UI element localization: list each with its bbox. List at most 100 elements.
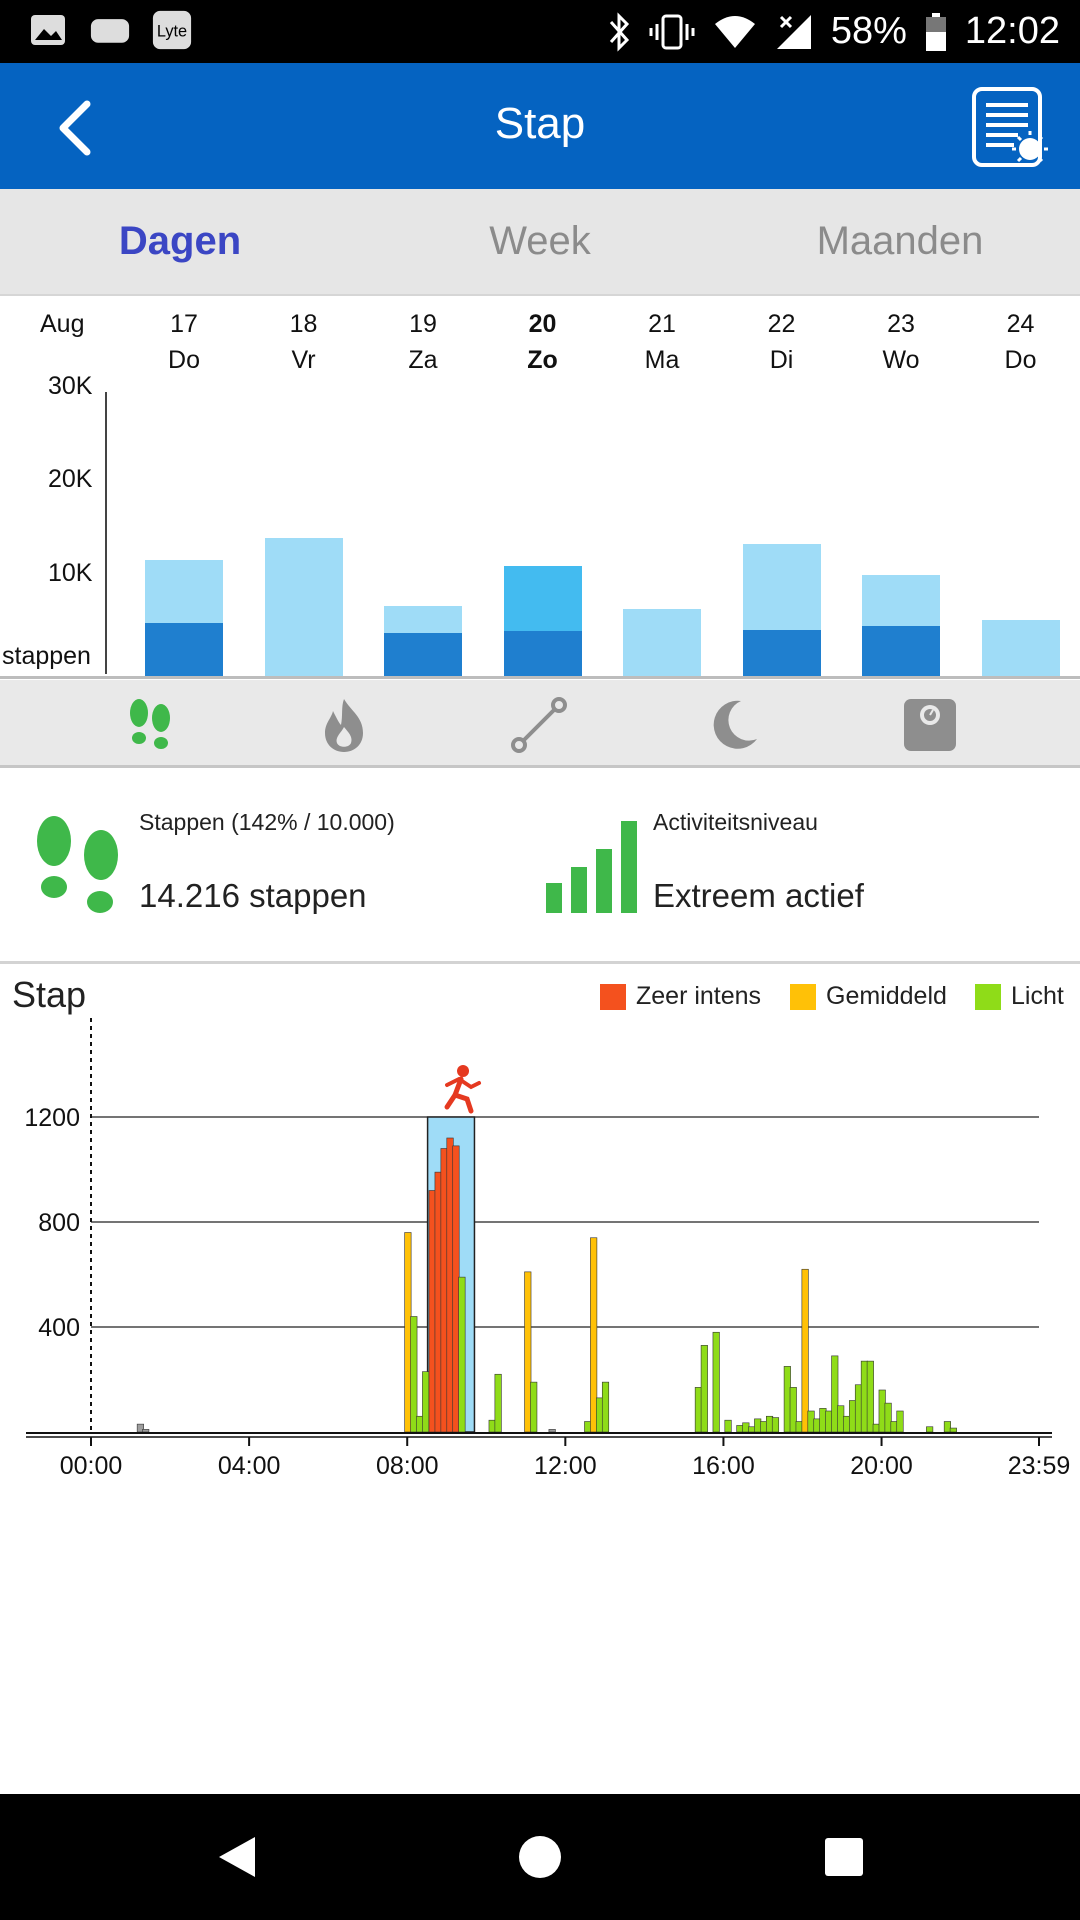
lyte-icon: Lyte — [152, 10, 192, 50]
activity-bar — [949, 1427, 957, 1433]
activity-bar — [766, 1415, 774, 1433]
wifi-icon — [713, 14, 757, 50]
activity-bar — [807, 1410, 815, 1433]
home-nav-icon[interactable] — [510, 1827, 570, 1887]
legend-label-intense: Zeer intens — [636, 982, 762, 1010]
week-bar-active-17 — [145, 623, 223, 676]
week-bar-18[interactable] — [264, 537, 343, 676]
activity-level-value: Extreem actief — [653, 877, 864, 914]
weekday-label: Zo — [527, 346, 558, 374]
date-number: 18 — [289, 310, 318, 338]
tab-week[interactable]: Week — [489, 219, 591, 263]
activity-bar — [831, 1355, 839, 1433]
activity-bar — [548, 1429, 556, 1433]
activity-bar — [748, 1426, 756, 1433]
activity-bar — [601, 1381, 610, 1433]
legend-swatch-intense — [600, 983, 626, 1010]
vibrate-icon — [649, 12, 695, 52]
cloud-icon — [90, 10, 130, 50]
steps-value: 14.216 stappen — [139, 877, 367, 914]
legend-swatch-light — [975, 983, 1001, 1010]
tab-dagen[interactable]: Dagen — [118, 219, 242, 263]
activity-bar — [813, 1418, 821, 1433]
activity-bar — [896, 1410, 904, 1433]
activity-bar — [584, 1421, 592, 1433]
activity-bar — [783, 1366, 791, 1433]
activity-bar — [452, 1145, 460, 1433]
date-20[interactable]: 20 Zo — [488, 306, 598, 378]
week-bar-active-22 — [742, 630, 821, 676]
battery-percent: 58% — [830, 10, 907, 52]
x-tick-label: 16:00 — [692, 1452, 755, 1480]
activity-bar — [754, 1418, 762, 1433]
footsteps-icon[interactable] — [120, 696, 180, 754]
activity-bar — [884, 1402, 892, 1433]
weekday-label: Do — [168, 346, 200, 374]
date-24[interactable]: 24 Do — [966, 306, 1076, 378]
date-number: 17 — [170, 310, 198, 338]
activity-bar — [422, 1371, 430, 1433]
flame-icon[interactable] — [314, 696, 374, 754]
activity-bar — [524, 1271, 532, 1433]
image-icon — [28, 10, 68, 50]
chevron-left-icon — [59, 100, 91, 156]
weekday-label: Do — [1004, 346, 1037, 374]
legend-item-light: Licht — [975, 982, 1064, 1011]
week-bar-21[interactable] — [623, 608, 701, 676]
day-chart-title: Stap — [12, 974, 87, 1015]
week-bar-24[interactable] — [981, 620, 1060, 676]
report-button[interactable] — [970, 85, 1050, 171]
status-bar: Lyte 58% 12:02 — [0, 0, 1080, 63]
week-bar-active-23 — [862, 625, 940, 676]
activity-bar — [440, 1148, 448, 1433]
activity-level-icon — [546, 821, 638, 918]
activity-bar — [771, 1417, 780, 1433]
activity-bar — [142, 1429, 150, 1433]
y-label-30k: 30K — [48, 372, 93, 400]
day-steps-chart: Stap Zeer intens Gemiddeld Licht 400 800 1… — [0, 964, 1080, 1524]
distance-icon[interactable] — [509, 696, 569, 754]
date-22[interactable]: 22 Di — [727, 306, 837, 378]
activity-bar — [494, 1373, 502, 1433]
recents-nav-icon[interactable] — [814, 1827, 874, 1887]
no-signal-icon — [775, 13, 813, 51]
app-bar: Stap — [0, 63, 1080, 189]
activity-bar — [434, 1171, 442, 1433]
daily-summary: Stappen (142% / 10.000) 14.216 stappen A… — [0, 771, 1080, 964]
weekday-label: Za — [408, 346, 438, 374]
week-baseline — [0, 676, 1080, 679]
activity-bar — [712, 1331, 720, 1433]
steps-goal-label: Stappen (142% / 10.000) — [139, 809, 395, 835]
activity-bar — [878, 1389, 886, 1433]
legend-item-intense: Zeer intens — [600, 982, 761, 1011]
bluetooth-icon — [607, 11, 631, 52]
date-17[interactable]: 17 Do — [129, 306, 239, 378]
back-nav-icon[interactable] — [207, 1827, 267, 1887]
activity-bar — [416, 1415, 424, 1433]
activity-bar — [854, 1384, 863, 1433]
moon-icon[interactable] — [705, 696, 765, 754]
tab-maanden[interactable]: Maanden — [816, 219, 984, 263]
weekday-label: Vr — [291, 346, 316, 374]
activity-bar — [872, 1423, 880, 1433]
date-18[interactable]: 18 Vr — [249, 306, 359, 378]
activity-bar — [849, 1400, 857, 1433]
x-tick-label: 12:00 — [534, 1452, 597, 1480]
back-button[interactable] — [40, 93, 110, 163]
weekday-label: Wo — [882, 346, 920, 374]
activity-bar — [694, 1387, 702, 1433]
date-23[interactable]: 23 Wo — [846, 306, 956, 378]
x-tick-label: 08:00 — [376, 1452, 439, 1480]
activity-bar — [530, 1381, 538, 1433]
x-tick-label: 04:00 — [218, 1452, 281, 1480]
x-tick-label: 00:00 — [60, 1452, 123, 1480]
activity-bar — [736, 1425, 744, 1433]
x-tick-label: 23:59 — [1008, 1452, 1071, 1480]
date-number: 24 — [1006, 310, 1035, 338]
activity-bar — [801, 1268, 809, 1433]
date-19[interactable]: 19 Za — [368, 306, 478, 378]
date-number: 20 — [528, 310, 557, 338]
scale-icon[interactable] — [900, 696, 960, 754]
date-21[interactable]: 21 Ma — [607, 306, 717, 378]
date-row: 17 Do 18 Vr 19 Za 20 Zo 21 Ma 22 Di 23 Wo 24 Do — [0, 306, 1080, 386]
